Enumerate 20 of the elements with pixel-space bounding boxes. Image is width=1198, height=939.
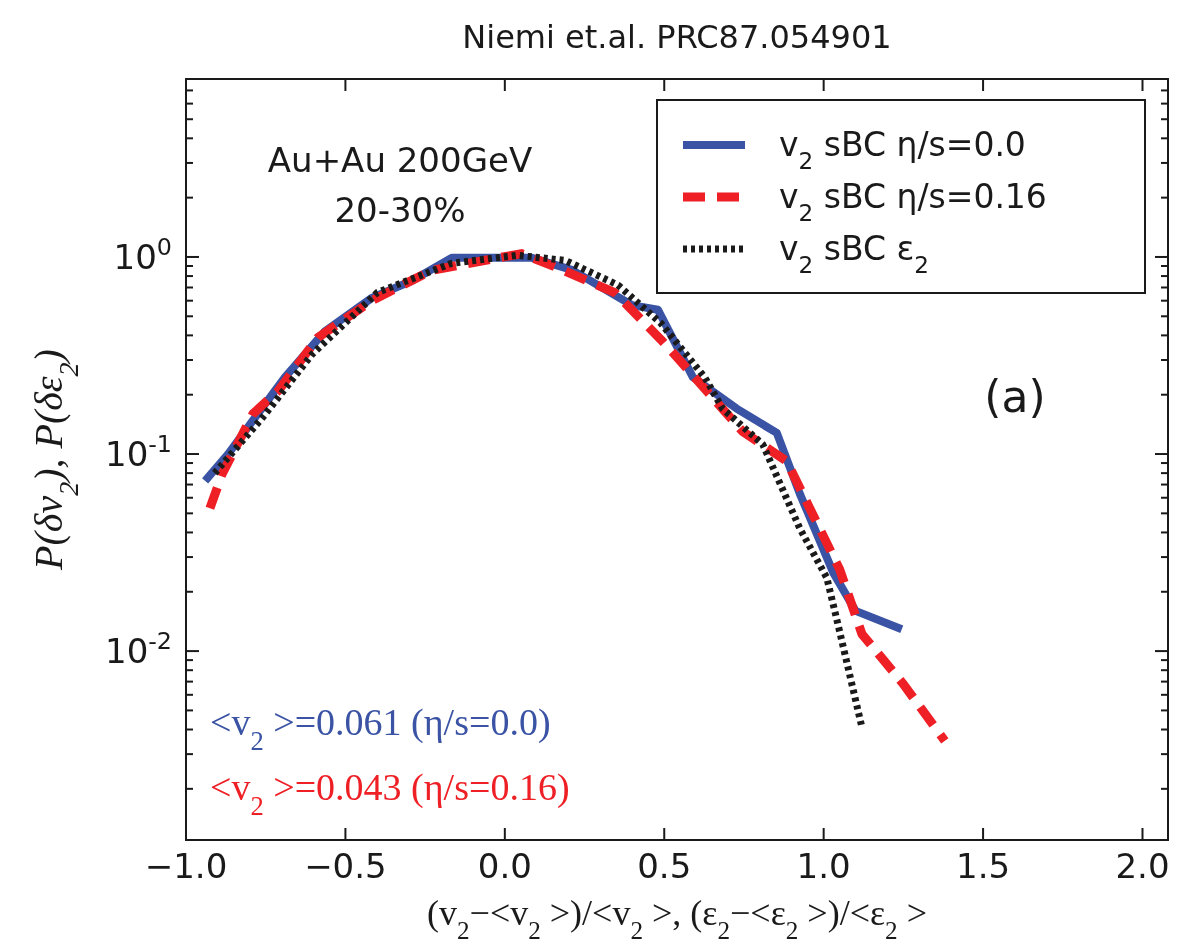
x-tick-label: −0.5 [304,846,387,886]
x-tick-label: 2.0 [1115,846,1170,886]
x-tick-label: −1.0 [144,846,228,886]
annotation: <v$_{2}$ >=0.061 (η/s=0.0) [210,701,551,756]
text: (v$_{2}$−<v$_{2}$ >)/<v$_{2}$ >, (ε$_{2}$−<ε$_{2}$ >)/<ε$_{2}$ > [427,893,927,939]
x-tick-label: 0.5 [637,846,692,886]
y-tick-label: 10$^{-2}$ [105,627,172,672]
y-tick-label: 10$^{-1}$ [105,430,172,475]
x-tick-label: 1.5 [956,846,1011,886]
annotation: (a) [984,371,1046,422]
legend-label: v$_{2}$ sBC ε$_{2}$ [779,229,930,278]
y-tick-label: 10$^{0}$ [113,232,172,277]
chart-title: Niemi et.al. PRC87.054901 [462,18,892,56]
annotation: 20-30% [334,190,466,230]
legend-label: v$_{2}$ sBC η/s=0.0 [779,125,1026,174]
x-tick-label: 1.0 [796,846,851,886]
annotation: Au+Au 200GeV [267,140,533,180]
annotation: <v$_{2}$ >=0.043 (η/s=0.16) [210,766,570,821]
x-tick-label: 0.0 [477,846,532,886]
legend-label: v$_{2}$ sBC η/s=0.16 [779,177,1047,226]
